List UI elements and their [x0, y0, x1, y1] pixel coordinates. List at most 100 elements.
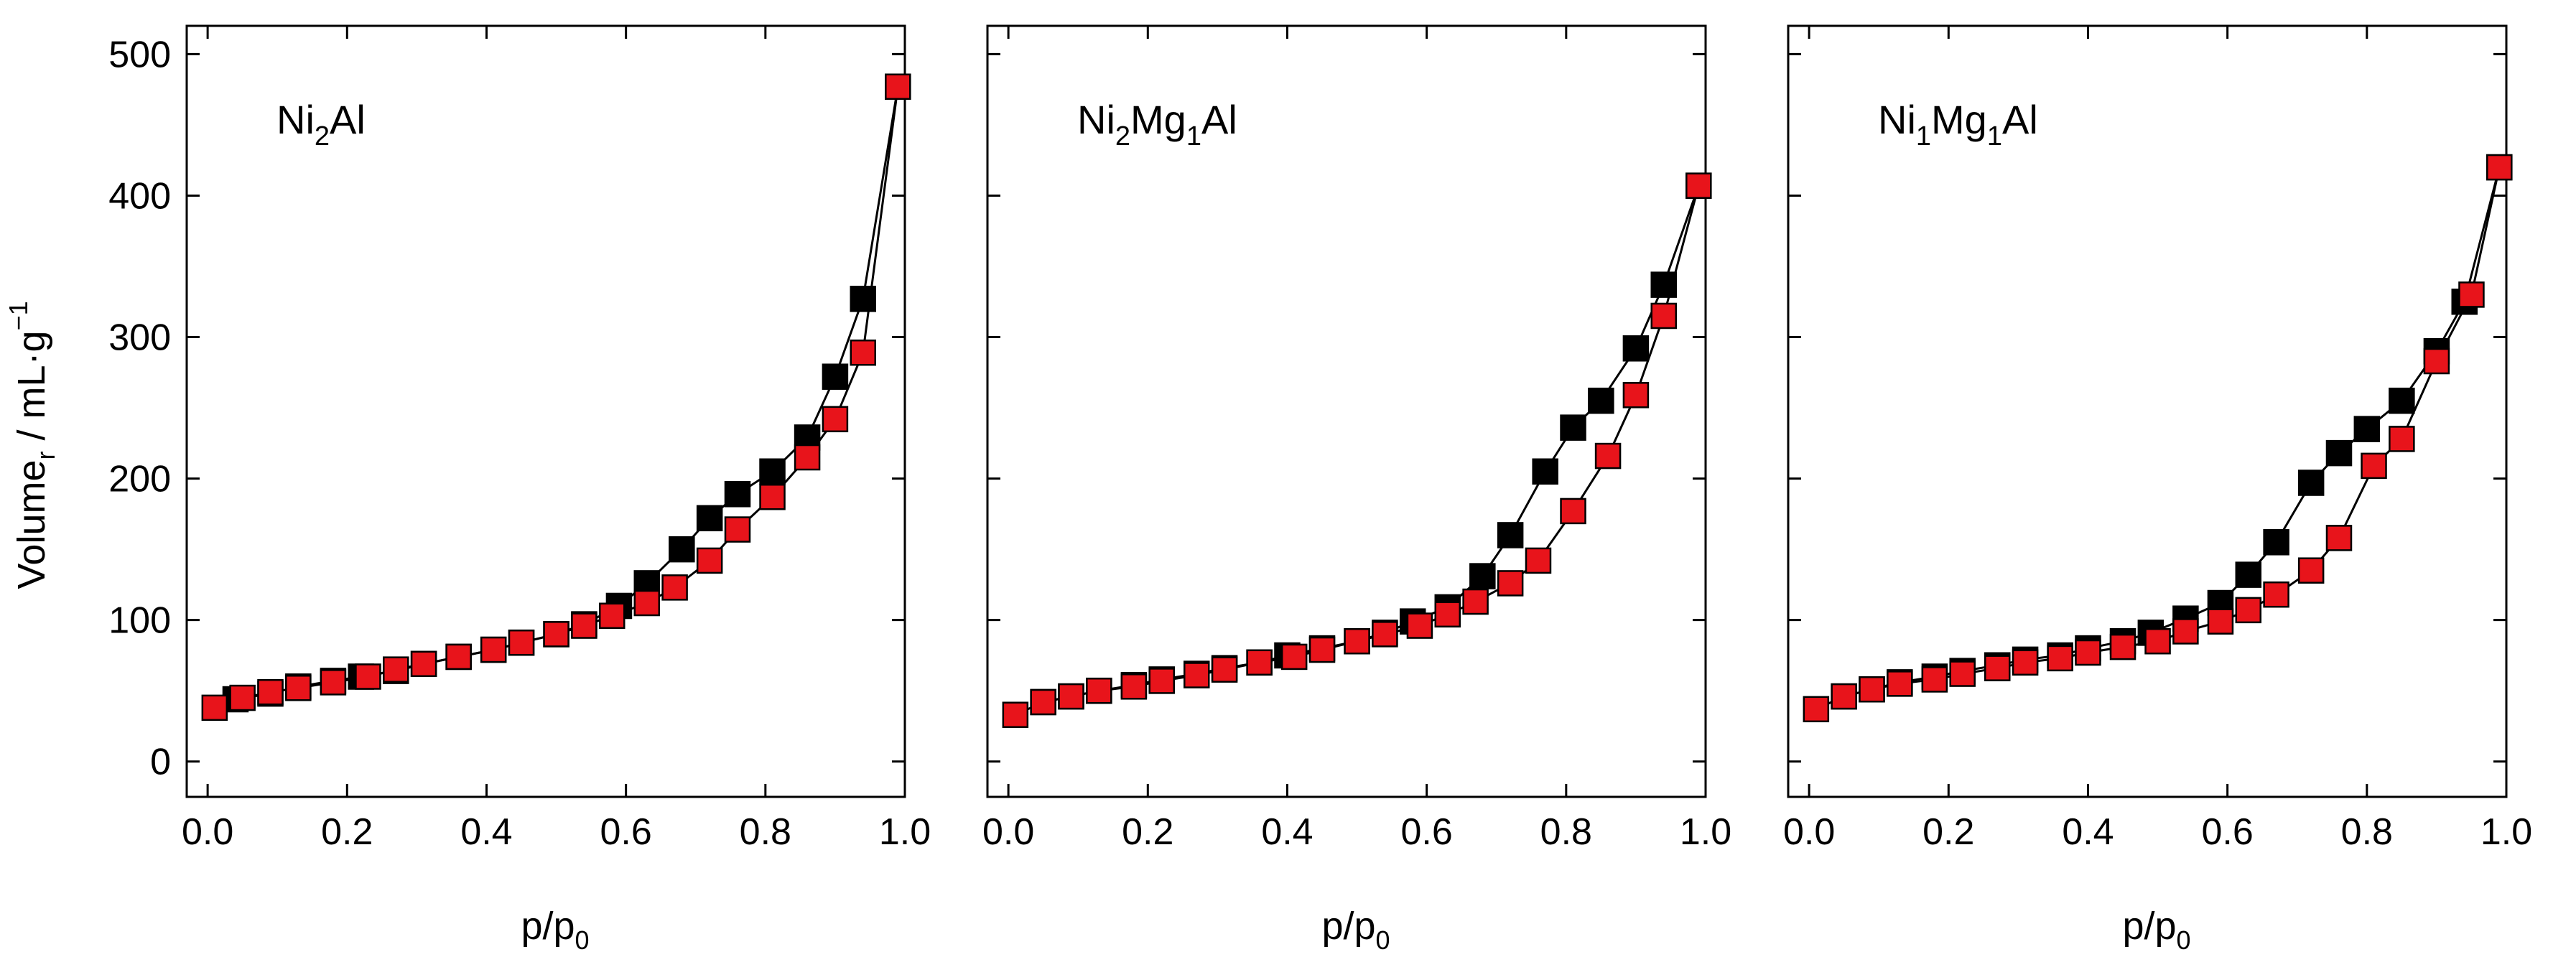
panels-group: 0.0 0.2 0.4 0.6 0.8 1.00100200300400500Ni2Al0… [108, 24, 2532, 853]
panel-3-adsorption-point [2361, 452, 2387, 480]
panel-1-x-tick-label: 0.6 [600, 811, 652, 853]
panel-2-adsorption-point [1002, 701, 1029, 728]
panel-1-y-tick-label: 200 [108, 459, 171, 500]
x-axis-titles: p/p0 p/p0 p/p0 [521, 905, 2190, 955]
x-axis-title-2: p/p0 [1321, 905, 1390, 955]
panel-3-adsorption-point [2263, 581, 2289, 608]
panel-1-adsorption-point [633, 589, 661, 617]
panel-3-adsorption-point [2172, 618, 2199, 645]
panel-3: 0.0 0.2 0.4 0.6 0.8 1.0 Ni1Mg1Al [1783, 24, 2532, 853]
panel-1-desorption-point [696, 505, 723, 532]
panel-3-x-tick-label: 0.8 [2341, 811, 2393, 853]
panel-3-title: Ni1Mg1Al [1878, 97, 2038, 151]
panel-1-frame [185, 24, 906, 798]
panel-3-desorption-point [2389, 387, 2415, 414]
panel-2-x-tick-label: 1.0 [1680, 811, 1731, 853]
panel-2-desorption-point [1650, 271, 1677, 298]
panel-1-x-tick-label: 0.2 [321, 811, 373, 853]
panel-2-adsorption-point [1058, 683, 1084, 710]
panel-2-adsorption-point [1280, 643, 1308, 671]
panel-1-desorption-point [759, 458, 786, 485]
panel-2-desorption-point [1469, 563, 1496, 589]
panel-3-adsorption-point [1949, 660, 1976, 687]
panel-2-desorption-point [1588, 387, 1614, 414]
panel-1-adsorption-point [571, 612, 597, 639]
panel-1-x-tick-label: 0.4 [460, 811, 512, 853]
panel-2-adsorption-point [1525, 547, 1552, 574]
panel-3-adsorption-point [2207, 608, 2234, 635]
panel-1-adsorption-point [794, 444, 821, 471]
panel-3-desorption-point [2263, 529, 2289, 556]
panel-3-adsorption-point [2144, 627, 2171, 655]
panel-1-adsorption-point [355, 663, 381, 690]
panel-2-adsorption-point [1372, 621, 1398, 648]
panel-1-adsorption-point [229, 684, 256, 711]
panel-2-desorption-point [1497, 522, 1524, 548]
panel-1-desorption-point [850, 286, 876, 312]
panel-1-adsorption-point [508, 629, 535, 656]
panel-3-adsorption-point [2423, 347, 2450, 375]
panel-1-adsorption-point [724, 516, 751, 543]
panel-1-adsorption-point [480, 636, 507, 663]
panel-1-y-tick-label: 100 [108, 600, 171, 642]
panel-1-x-tick-label: 0.8 [740, 811, 791, 853]
panel-1-desorption-point [724, 481, 751, 508]
panel-3-adsorption-point [1859, 676, 1885, 703]
panel-1-adsorption-point [661, 574, 688, 601]
panel-3-adsorption-point [2012, 649, 2039, 676]
panel-1-adsorption-point [201, 694, 228, 722]
panel-3-adsorption-point [2075, 639, 2101, 666]
panel-2-desorption-line [1043, 185, 1700, 704]
y-axis-title-subscript: r [31, 451, 60, 459]
panel-2-adsorption-point [1497, 570, 1524, 597]
panel-1-adsorption-point [598, 602, 626, 630]
panel-3-adsorption-point [2109, 633, 2136, 660]
panel-3-adsorption-point [2486, 154, 2513, 181]
panel-2-adsorption-point [1434, 601, 1461, 628]
panel-1-adsorption-point [850, 339, 876, 366]
panel-2-adsorption-point [1184, 662, 1210, 688]
panel-1-title: Ni2Al [276, 97, 366, 151]
panel-2-adsorption-point [1211, 656, 1238, 683]
panel-3-frame [1787, 24, 2508, 798]
panel-2-adsorption-point [1594, 442, 1622, 470]
panel-3-adsorption-point [2458, 281, 2485, 308]
panel-3-adsorption-point [2297, 557, 2325, 584]
panel-3-adsorption-point [2047, 645, 2073, 672]
panel-3-x-tick-label: 0.0 [1783, 811, 1835, 853]
x-axis-title-3: p/p0 [2122, 905, 2190, 955]
panel-1-desorption-point [669, 536, 695, 563]
panel-1: 0.0 0.2 0.4 0.6 0.8 1.0 0 100 200 300 400 500 Ni2Al [108, 24, 931, 853]
panel-2-frame [986, 24, 1707, 798]
x-axis-title-1: p/p0 [521, 905, 589, 955]
panel-1-adsorption-point [696, 547, 723, 574]
panel-1-adsorption-point [320, 669, 347, 696]
panel-1-desorption-line [235, 86, 899, 701]
panel-1-y-tick-label: 300 [108, 317, 171, 359]
panel-3-x-tick-label: 0.2 [1922, 811, 1974, 853]
panel-3-adsorption-point [1831, 683, 1857, 710]
panel-3-desorption-line [1843, 167, 2501, 698]
panel-2-adsorption-point [1622, 382, 1650, 408]
panel-2-desorption-point [1622, 335, 1650, 362]
panel-1-y-tick-label: 0 [150, 742, 171, 783]
y-axis-title-unit: / mL·g [10, 330, 53, 451]
panel-2-adsorption-point [1030, 688, 1056, 716]
panel-1-adsorption-point [822, 406, 849, 433]
panel-3-adsorption-point [1984, 655, 2011, 681]
panel-1-adsorption-point [543, 621, 569, 648]
panel-2-adsorption-point [1308, 636, 1336, 663]
panel-3-desorption-point [2325, 439, 2353, 467]
panel-2-adsorption-point [1650, 302, 1677, 330]
panel-2-adsorption-point [1462, 588, 1489, 615]
panel-3-x-tick-label: 0.4 [2062, 811, 2114, 853]
panel-1-adsorption-point [257, 678, 284, 706]
panel-2-adsorption-point [1120, 673, 1148, 700]
y-axis-title: Volumer / mL·g−1 [4, 301, 60, 589]
panel-2-adsorption-point [1685, 172, 1712, 199]
panel-3-adsorption-point [1803, 696, 1830, 723]
panel-2: 0.0 0.2 0.4 0.6 0.8 1.0 Ni2Mg1Al [982, 24, 1731, 853]
panel-3-adsorption-point [2325, 525, 2353, 551]
panel-2-x-tick-label: 0.6 [1401, 811, 1453, 853]
panel-2-adsorption-point [1344, 627, 1370, 655]
